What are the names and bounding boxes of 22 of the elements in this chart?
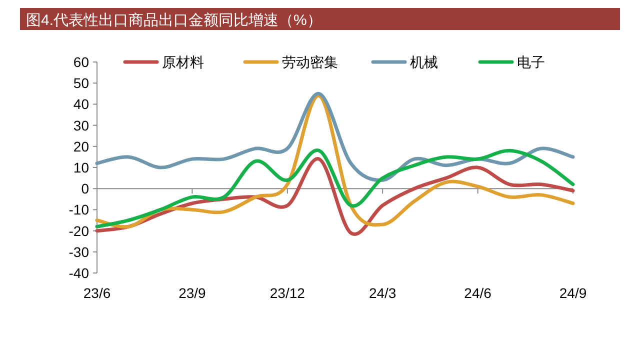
chart-title: 图4.代表性出口商品出口金额同比增速（%） bbox=[26, 12, 322, 29]
y-tick-label: 40 bbox=[73, 96, 90, 112]
x-tick-label: 24/6 bbox=[464, 285, 492, 301]
x-tick-label: 24/3 bbox=[368, 285, 396, 301]
x-tick-label: 23/12 bbox=[270, 285, 306, 301]
x-tick-label: 23/9 bbox=[178, 285, 206, 301]
y-tick-label: -40 bbox=[68, 265, 90, 281]
y-tick-label: -10 bbox=[68, 202, 90, 218]
y-tick-label: 50 bbox=[73, 75, 90, 92]
y-tick-label: 60 bbox=[73, 54, 90, 70]
legend-label: 劳动密集 bbox=[282, 54, 338, 70]
legend-label: 原材料 bbox=[162, 54, 204, 70]
x-tick-label: 24/9 bbox=[559, 285, 587, 301]
y-tick-label: 20 bbox=[73, 138, 90, 154]
y-tick-label: -30 bbox=[68, 244, 90, 260]
y-tick-label: 30 bbox=[73, 117, 90, 134]
y-tick-label: 10 bbox=[73, 160, 90, 176]
x-tick-label: 23/6 bbox=[83, 285, 111, 301]
legend-label: 电子 bbox=[517, 54, 545, 70]
legend-label: 机械 bbox=[410, 54, 438, 70]
y-tick-label: 0 bbox=[81, 180, 90, 197]
y-tick-label: -20 bbox=[68, 222, 90, 239]
